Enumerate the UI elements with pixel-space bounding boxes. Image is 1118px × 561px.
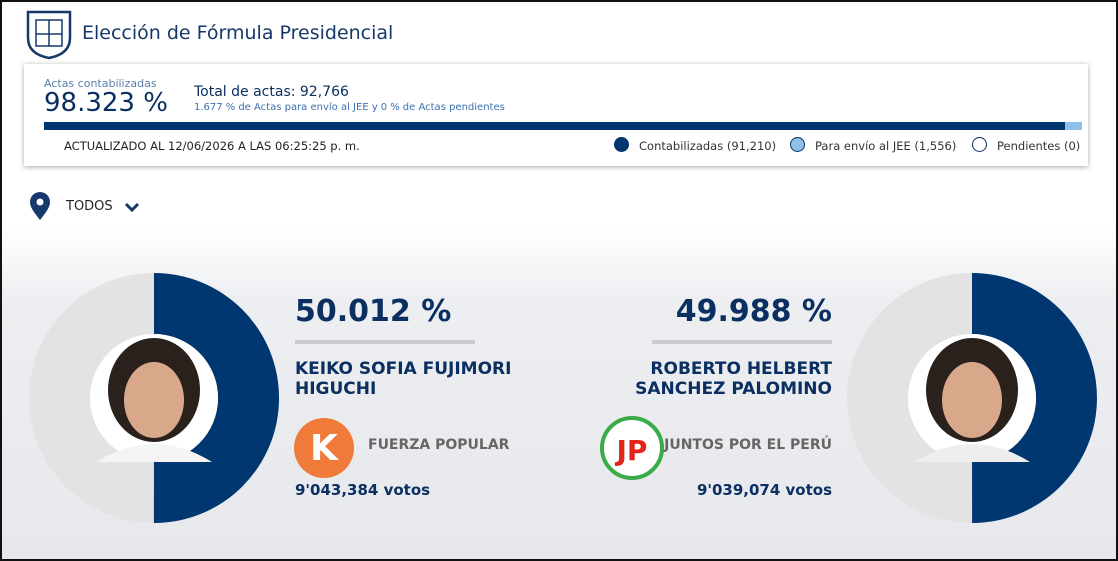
counted-percent: 98.323 % [44,88,168,118]
candidate-votes: 9'039,074 votos [696,481,832,499]
party-logo-text: JP [615,434,648,467]
photo-body [914,444,1030,462]
summary-box: Actas contabilizadas 98.323 % Total de a… [24,64,1088,166]
legend-dot [614,137,629,152]
jee-percent: 1.677 % [194,102,236,113]
page-title: Elección de Fórmula Presidencial [82,22,394,44]
dropdown-chevron[interactable] [124,202,140,213]
legend-label: Pendientes (0) [997,139,1081,153]
progress-bar [44,122,1082,130]
jee-text: de Actas para envío al JEE y [238,102,378,113]
candidate-percent: 50.012 % [295,294,452,329]
party-name: JUNTOS POR EL PERÚ [664,437,832,453]
progress-segment [1064,122,1082,130]
candidate-votes: 9'043,384 votos [295,481,431,499]
legend-label: Contabilizadas (91,210) [639,139,777,153]
divider [295,340,475,344]
candidate-percent: 49.988 % [675,294,832,329]
pending-percent: 0 % [380,102,400,113]
progress-segment [44,122,1065,130]
photo-body [96,444,212,462]
location-pin [30,192,50,220]
photo-face [942,362,1002,438]
candidate-name: KEIKO SOFIA FUJIMORI HIGUCHI [295,359,512,399]
total-actas: Total de actas: 92,766 [194,84,349,100]
updated: ACTUALIZADO AL 12/06/2026 A LAS 06:25:25… [64,139,360,153]
pending-text: de Actas pendientes [402,102,505,113]
legend-dot [972,137,987,152]
photo-face [124,362,184,438]
party-logo [294,418,354,478]
party-logo [600,416,664,480]
divider [652,340,832,344]
logo-shield [26,10,72,60]
party-name: FUERZA POPULAR [368,437,510,453]
filter-label[interactable]: TODOS [66,199,113,214]
actas-label: Actas contabilizadas [44,77,157,90]
candidate-name: ROBERTO HELBERT SANCHEZ PALOMINO [635,359,832,399]
party-logo-text: K [310,428,339,469]
legend-dot [790,137,805,152]
legend-label: Para envío al JEE (1,556) [815,139,957,153]
